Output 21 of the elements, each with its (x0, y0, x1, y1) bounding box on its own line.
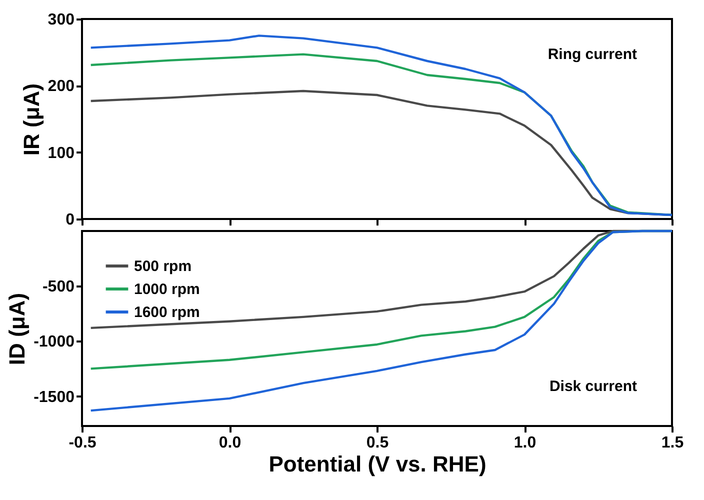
y-tick-label: -1500 (34, 388, 75, 406)
x-axis-title: Potential (V vs. RHE) (268, 452, 486, 476)
y-tick-label: -500 (42, 278, 75, 296)
y-tick-label: 300 (48, 12, 75, 28)
annotation: Disk current (549, 378, 637, 395)
x-tick-label: -0.5 (68, 434, 96, 452)
x-tick-label: 1.0 (514, 434, 536, 452)
legend-label: 1000 rpm (134, 281, 200, 298)
line-series (90, 230, 674, 412)
legend-label: 1600 rpm (134, 304, 200, 321)
x-tick-label: 0.5 (366, 434, 389, 452)
y-tick-label: 0 (66, 212, 75, 228)
x-tick-label: 0.0 (218, 434, 242, 452)
y-axis-title: ID (μA) (4, 292, 30, 366)
x-tick-label: 1.5 (661, 434, 684, 452)
y-axis-title: IR (μA) (18, 83, 44, 156)
annotation: Ring current (548, 46, 637, 63)
legend-label: 500 rpm (134, 258, 192, 275)
y-tick-label: 100 (48, 144, 75, 162)
y-tick-label: 200 (48, 78, 75, 96)
y-tick-label: -1000 (34, 334, 75, 351)
